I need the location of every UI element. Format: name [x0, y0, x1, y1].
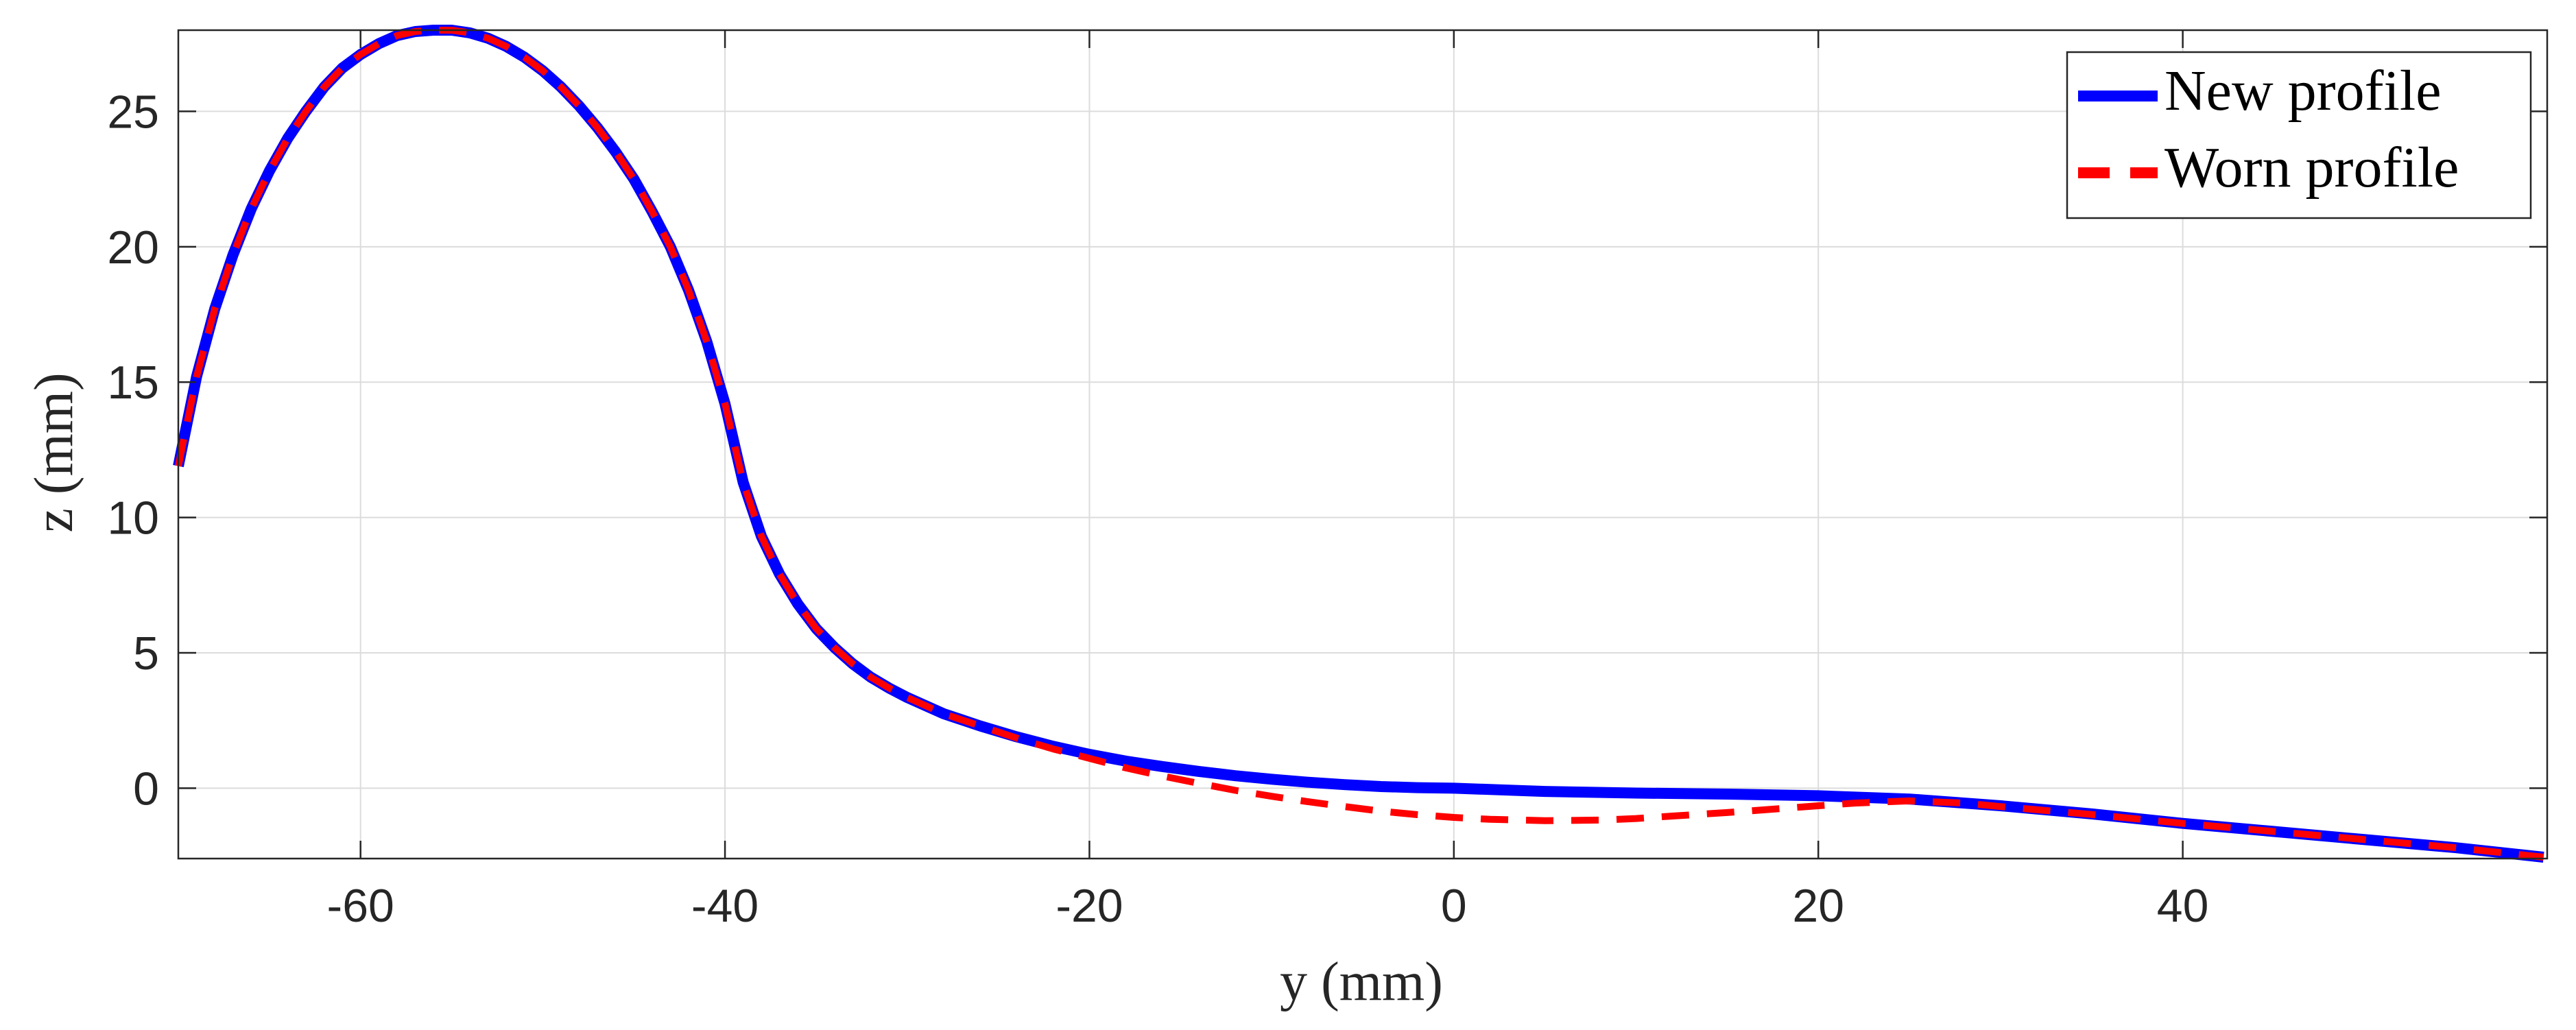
- y-tick-label: 10: [107, 492, 159, 544]
- x-tick-label: 0: [1441, 880, 1467, 932]
- data-series: [173, 25, 2544, 863]
- x-tick-label: 20: [1792, 880, 1844, 932]
- plot-frame: [177, 29, 2549, 860]
- legend: New profile Worn profile: [2066, 51, 2532, 219]
- legend-box: [2066, 51, 2532, 219]
- legend-label-worn-profile: Worn profile: [2164, 136, 2459, 200]
- grid-lines: [178, 30, 2547, 859]
- y-axis-title: z (mm): [24, 372, 84, 532]
- y-tick-label: 25: [107, 86, 159, 138]
- y-axis-ticks: 0 5 10 15 20 25: [107, 86, 2547, 815]
- x-tick-label: -20: [1056, 880, 1123, 932]
- series-line-worn-profile: [175, 27, 2544, 861]
- x-axis-title: y (mm): [1280, 952, 1443, 1012]
- y-tick-label: 20: [107, 221, 159, 274]
- x-axis-ticks: -60 -40 -20 0 20 40: [327, 30, 2209, 932]
- x-tick-label: 40: [2157, 880, 2209, 932]
- y-tick-label: 15: [107, 357, 159, 409]
- x-tick-label: -60: [327, 880, 394, 932]
- legend-label-new-profile: New profile: [2164, 59, 2442, 123]
- y-tick-label: 5: [133, 627, 159, 680]
- y-tick-label: 0: [133, 763, 159, 815]
- x-tick-label: -40: [691, 880, 759, 932]
